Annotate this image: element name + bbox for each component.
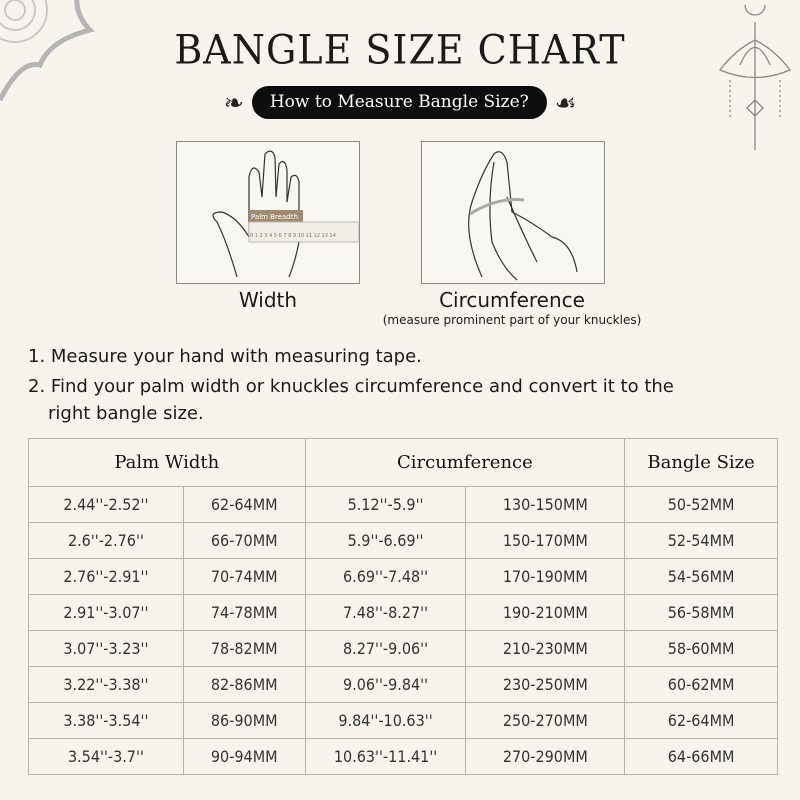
circumference-inches-cell: 10.63''-11.41'' [304, 738, 467, 775]
ruler-numbers: 0 1 2 3 4 5 6 7 8 9 10 11 12 13 14 [250, 233, 336, 239]
table-header: Palm Width Circumference Bangle Size [28, 438, 778, 487]
palm-width-inches-cell: 2.91''-3.07'' [28, 594, 184, 631]
scroll-ornament-left-icon: ❧ [223, 88, 244, 117]
table-row: 3.38''-3.54'' 86-90MM 9.84''-10.63'' 250-27… [28, 702, 778, 739]
palm-width-mm-cell: 90-94MM [182, 738, 306, 775]
instructions: 1. Measure your hand with measuring tape… [28, 342, 778, 426]
width-caption: Width [238, 288, 298, 312]
circumference-mm-cell: 230-250MM [465, 666, 626, 703]
palm-width-mm-cell: 70-74MM [182, 558, 306, 595]
circumference-caption: Circumference [439, 288, 585, 312]
palm-width-inches-cell: 2.76''-2.91'' [28, 558, 184, 595]
header-bangle-size: Bangle Size [624, 438, 778, 487]
palm-width-mm-cell: 62-64MM [182, 486, 306, 523]
palm-width-mm-cell: 86-90MM [182, 702, 306, 739]
bangle-size-cell: 58-60MM [624, 630, 778, 667]
step-2-continued: right bangle size. [48, 403, 204, 424]
table-row: 2.44''-2.52'' 62-64MM 5.12''-5.9'' 130-150M… [28, 486, 778, 523]
bangle-size-cell: 56-58MM [624, 594, 778, 631]
circumference-inches-cell: 5.9''-6.69'' [304, 522, 467, 559]
circumference-inches-cell: 9.06''-9.84'' [304, 666, 467, 703]
bangle-size-cell: 62-64MM [624, 702, 778, 739]
step-1: 1. Measure your hand with measuring tape… [28, 346, 422, 367]
ruler-label: Palm Breadth [251, 213, 298, 221]
table-row: 2.76''-2.91'' 70-74MM 6.69''-7.48'' 170-190… [28, 558, 778, 595]
step-2: 2. Find your palm width or knuckles circ… [28, 376, 674, 397]
palm-width-inches-cell: 2.6''-2.76'' [28, 522, 184, 559]
palm-width-mm-cell: 66-70MM [182, 522, 306, 559]
palm-width-inches-cell: 3.54''-3.7'' [28, 738, 184, 775]
circumference-mm-cell: 170-190MM [465, 558, 626, 595]
scroll-ornament-right-icon: ☙ [554, 88, 577, 117]
bangle-size-cell: 64-66MM [624, 738, 778, 775]
table-row: 2.91''-3.07'' 74-78MM 7.48''-8.27'' 190-210… [28, 594, 778, 631]
palm-width-inches-cell: 3.07''-3.23'' [28, 630, 184, 667]
circumference-note: (measure prominent part of your knuckles… [382, 313, 642, 327]
table-row: 2.6''-2.76'' 66-70MM 5.9''-6.69'' 150-170MM… [28, 522, 778, 559]
bangle-size-cell: 50-52MM [624, 486, 778, 523]
circumference-mm-cell: 210-230MM [465, 630, 626, 667]
subtitle-banner: ❧ How to Measure Bangle Size? ☙ [0, 86, 800, 119]
bangle-size-cell: 52-54MM [624, 522, 778, 559]
bangle-size-cell: 54-56MM [624, 558, 778, 595]
circumference-mm-cell: 130-150MM [465, 486, 626, 523]
header-circumference: Circumference [304, 438, 626, 487]
mandala-flower-icon [0, 0, 95, 102]
palm-width-mm-cell: 82-86MM [182, 666, 306, 703]
palm-width-inches-cell: 2.44''-2.52'' [28, 486, 184, 523]
palm-width-mm-cell: 74-78MM [182, 594, 306, 631]
table-row: 3.22''-3.38'' 82-86MM 9.06''-9.84'' 230-250… [28, 666, 778, 703]
circumference-mm-cell: 190-210MM [465, 594, 626, 631]
circumference-mm-cell: 250-270MM [465, 702, 626, 739]
circumference-inches-cell: 5.12''-5.9'' [304, 486, 467, 523]
subtitle: How to Measure Bangle Size? [251, 86, 547, 119]
circumference-mm-cell: 270-290MM [465, 738, 626, 775]
size-table: Palm Width Circumference Bangle Size 2.4… [28, 438, 778, 775]
bangle-size-cell: 60-62MM [624, 666, 778, 703]
lotus-moon-ornament-icon [718, 4, 792, 150]
table-row: 3.54''-3.7'' 90-94MM 10.63''-11.41'' 270-29… [28, 738, 778, 775]
circumference-inches-cell: 9.84''-10.63'' [304, 702, 467, 739]
circumference-inches-cell: 8.27''-9.06'' [304, 630, 467, 667]
circumference-illustration [421, 141, 605, 284]
circumference-inches-cell: 6.69''-7.48'' [304, 558, 467, 595]
page-title: BANGLE SIZE CHART [174, 26, 626, 74]
palm-width-inches-cell: 3.22''-3.38'' [28, 666, 184, 703]
circumference-mm-cell: 150-170MM [465, 522, 626, 559]
circumference-inches-cell: 7.48''-8.27'' [304, 594, 467, 631]
palm-width-mm-cell: 78-82MM [182, 630, 306, 667]
table-row: 3.07''-3.23'' 78-82MM 8.27''-9.06'' 210-230… [28, 630, 778, 667]
header-palm-width: Palm Width [28, 438, 306, 487]
palm-width-inches-cell: 3.38''-3.54'' [28, 702, 184, 739]
palm-width-illustration: Palm Breadth 0 1 2 3 4 5 6 7 8 9 10 11 1… [176, 141, 360, 284]
